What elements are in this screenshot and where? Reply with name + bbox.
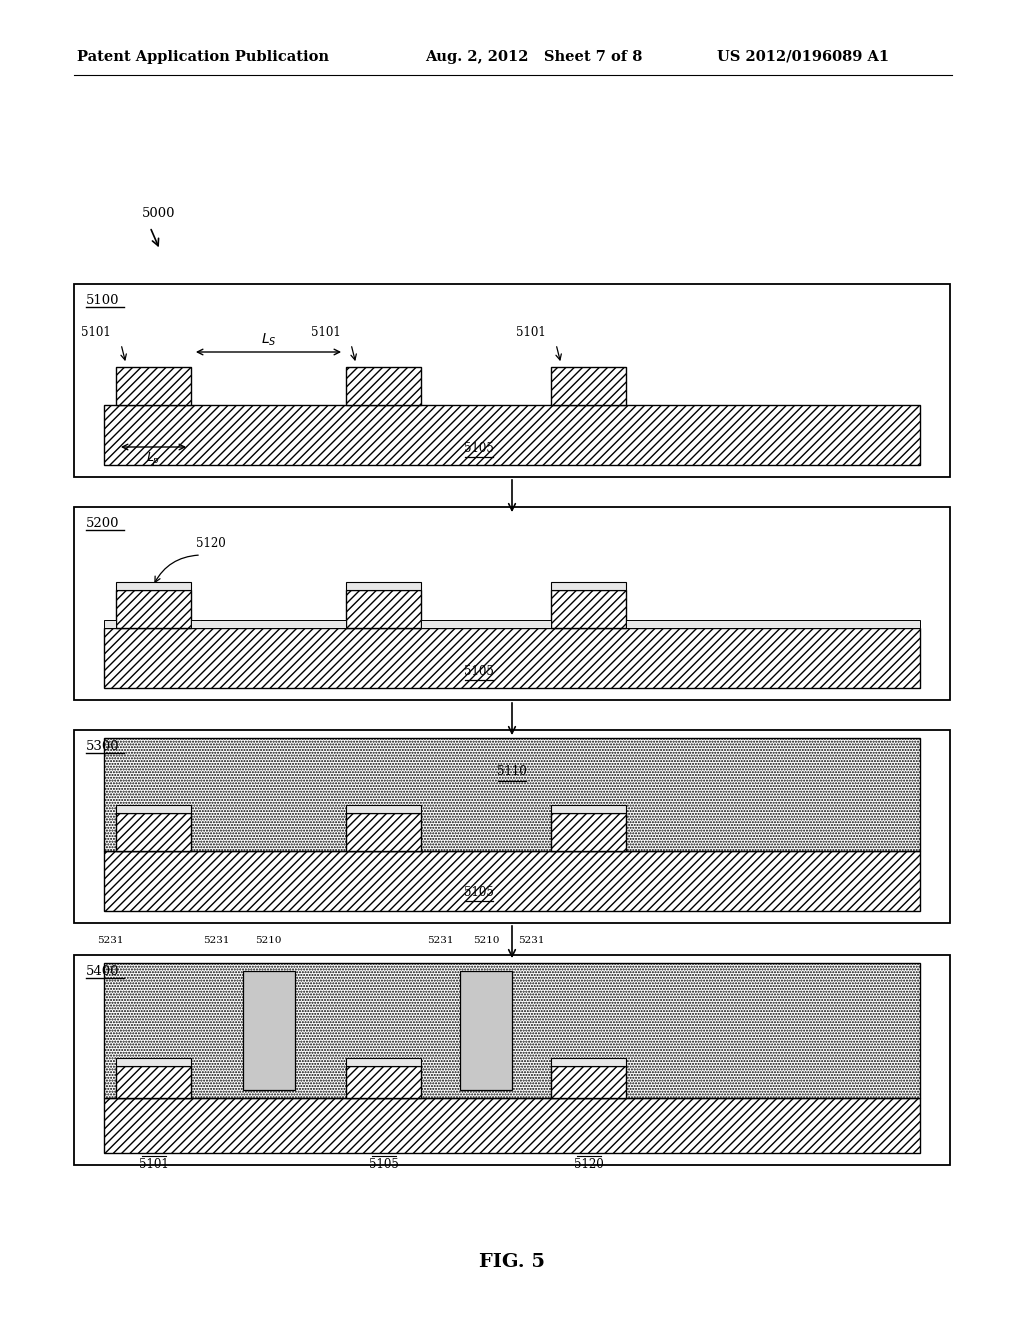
- Text: 5105: 5105: [465, 442, 495, 455]
- Text: US 2012/0196089 A1: US 2012/0196089 A1: [717, 50, 889, 63]
- Bar: [551, 590, 626, 628]
- Bar: [421, 620, 551, 628]
- Bar: [346, 1067, 421, 1098]
- Bar: [346, 805, 421, 813]
- Bar: [346, 813, 421, 851]
- Bar: [74, 954, 950, 1166]
- Bar: [104, 628, 920, 688]
- Bar: [551, 367, 626, 405]
- Bar: [74, 730, 950, 923]
- Text: 5231: 5231: [96, 936, 123, 945]
- Bar: [551, 813, 626, 851]
- Bar: [74, 507, 950, 700]
- Text: 5110: 5110: [497, 766, 527, 779]
- Text: Patent Application Publication: Patent Application Publication: [77, 50, 329, 63]
- Text: 5105: 5105: [369, 1158, 398, 1171]
- Bar: [104, 851, 920, 911]
- Text: 5400: 5400: [86, 965, 120, 978]
- Text: 5231: 5231: [518, 936, 545, 945]
- Text: 5100: 5100: [86, 294, 120, 308]
- Text: FIG. 5: FIG. 5: [479, 1253, 545, 1271]
- Text: 5300: 5300: [86, 741, 120, 752]
- Bar: [551, 1067, 626, 1098]
- Bar: [104, 620, 116, 628]
- Bar: [116, 367, 191, 405]
- Bar: [116, 582, 191, 590]
- Text: 5120: 5120: [196, 537, 225, 550]
- Bar: [626, 620, 920, 628]
- Bar: [346, 1059, 421, 1067]
- Bar: [104, 964, 920, 1098]
- Text: 5101: 5101: [138, 1158, 168, 1171]
- Text: 5210: 5210: [255, 936, 282, 945]
- Bar: [74, 284, 950, 477]
- Bar: [551, 582, 626, 590]
- Bar: [460, 972, 512, 1090]
- Bar: [116, 1067, 191, 1098]
- Text: 5231: 5231: [427, 936, 454, 945]
- Text: 5105: 5105: [465, 886, 495, 899]
- Bar: [116, 1059, 191, 1067]
- Text: $L_S$: $L_S$: [261, 331, 276, 348]
- Text: 5231: 5231: [204, 936, 230, 945]
- Text: 5000: 5000: [142, 207, 175, 220]
- Text: 5101: 5101: [311, 326, 341, 339]
- Text: 5120: 5120: [573, 1158, 603, 1171]
- Bar: [346, 590, 421, 628]
- Text: 5200: 5200: [86, 517, 120, 531]
- Text: 5101: 5101: [81, 326, 111, 339]
- Bar: [346, 367, 421, 405]
- Bar: [551, 805, 626, 813]
- Text: 5101: 5101: [516, 326, 546, 339]
- Text: 5210: 5210: [473, 936, 500, 945]
- Text: $L_p$: $L_p$: [146, 450, 161, 467]
- Bar: [104, 1098, 920, 1152]
- Bar: [551, 1059, 626, 1067]
- Bar: [243, 972, 295, 1090]
- Bar: [104, 405, 920, 465]
- Bar: [116, 805, 191, 813]
- Bar: [116, 590, 191, 628]
- Text: 5105: 5105: [465, 665, 495, 678]
- Bar: [346, 582, 421, 590]
- Bar: [191, 620, 346, 628]
- Bar: [116, 813, 191, 851]
- Bar: [104, 738, 920, 851]
- Text: Aug. 2, 2012   Sheet 7 of 8: Aug. 2, 2012 Sheet 7 of 8: [425, 50, 642, 63]
